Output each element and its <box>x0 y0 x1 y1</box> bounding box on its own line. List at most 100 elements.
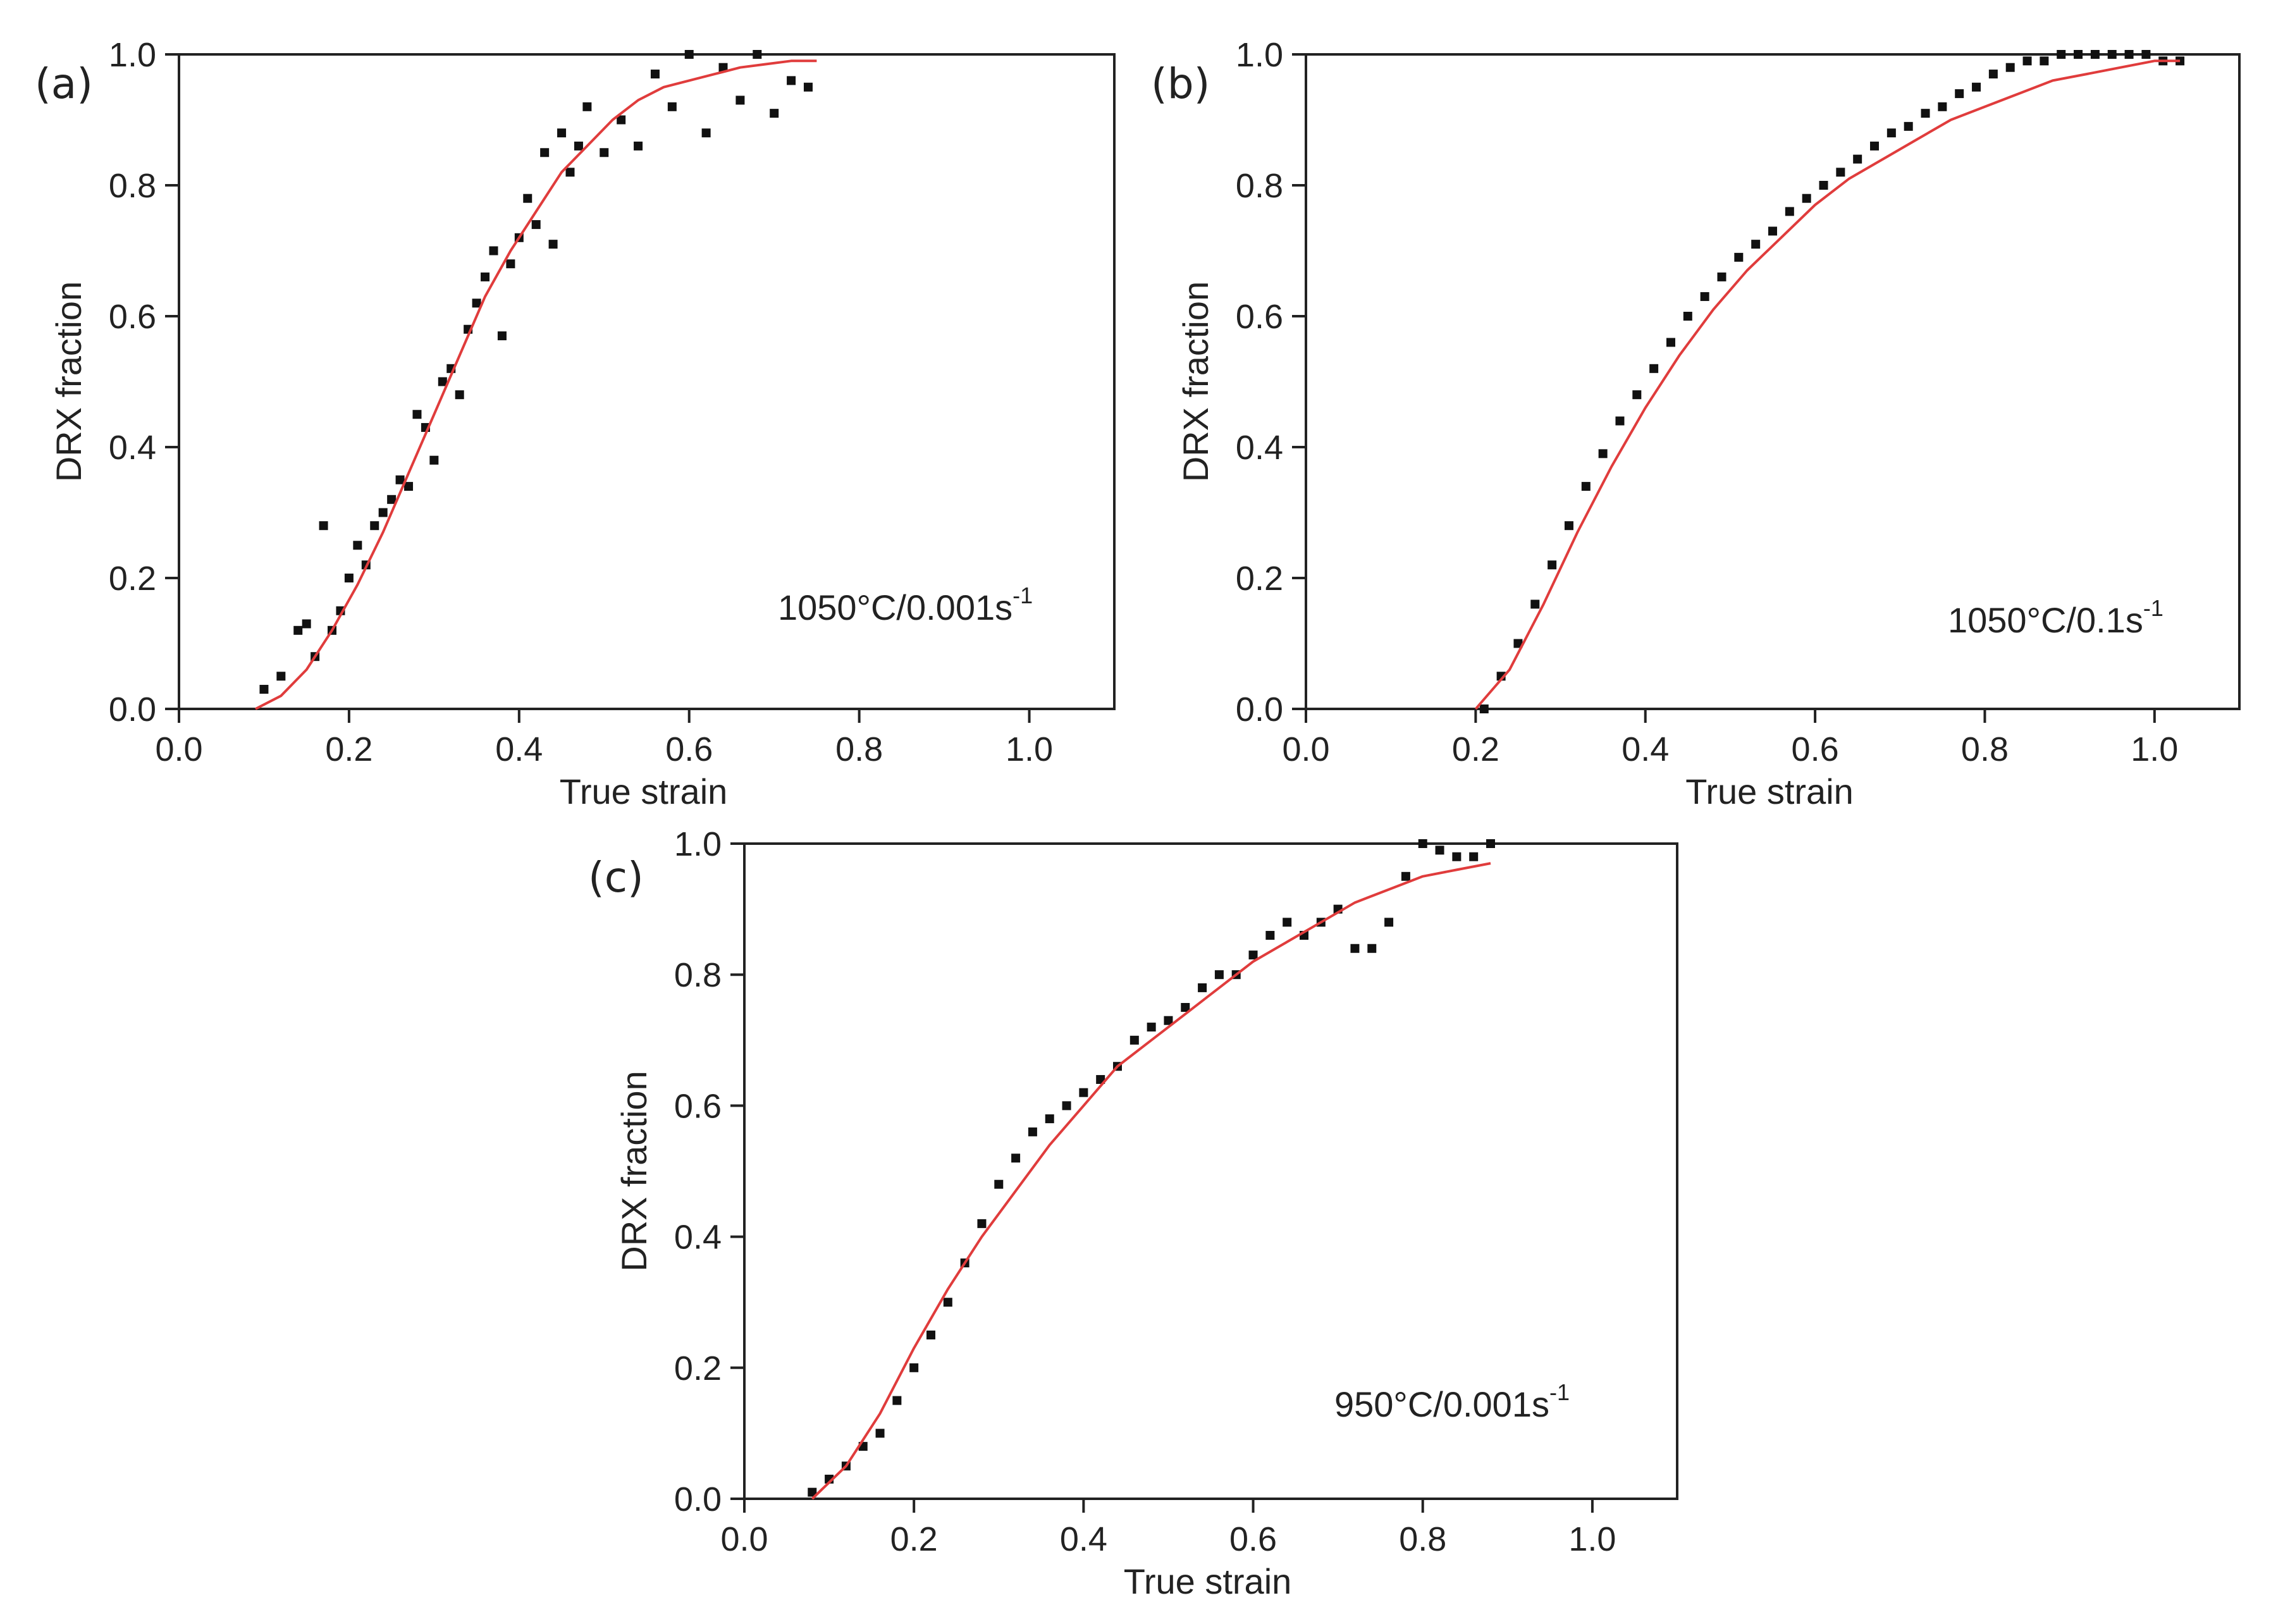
data-point <box>634 141 643 151</box>
plot-frame <box>743 842 1678 1500</box>
condition-annotation: 1050°C/0.001s-1 <box>778 582 1033 627</box>
data-point <box>1548 560 1557 570</box>
chart-panel-2: 0.0 0.2 0.4 0.6 0.8 1.0 0.0 0.2 0.4 0.6 0.8 1.0 True… <box>1151 36 2241 811</box>
x-axis-title: True strain <box>1124 1561 1292 1601</box>
fit-curve <box>811 862 1491 1500</box>
x-tick-label: 0.8 <box>1399 1520 1446 1558</box>
data-point <box>276 672 286 681</box>
data-point <box>1615 416 1625 426</box>
data-point <box>293 625 303 635</box>
data-point <box>2005 63 2015 72</box>
y-tick-label: 0.2 <box>674 1350 722 1387</box>
data-point <box>1717 272 1726 281</box>
plot-frame <box>178 53 1116 710</box>
x-tick-label: 0.0 <box>155 730 202 768</box>
x-axis-title: True strain <box>560 772 728 811</box>
data-point <box>1886 128 1896 138</box>
data-point <box>1452 852 1462 861</box>
x-tick-label: 0.2 <box>325 730 372 768</box>
data-point <box>753 50 762 59</box>
fit-curve <box>255 59 817 710</box>
y-tick-label: 0.8 <box>674 956 722 994</box>
y-tick-label: 0.6 <box>674 1087 722 1125</box>
data-point <box>1700 292 1709 301</box>
data-point <box>1751 240 1761 249</box>
y-tick-label: 0.6 <box>1236 298 1283 336</box>
data-point <box>395 475 405 484</box>
data-point <box>808 1487 817 1497</box>
data-point <box>378 508 388 517</box>
x-tick-label: 0.8 <box>1961 730 2009 768</box>
condition-superscript: -1 <box>1012 582 1033 608</box>
x-tick-label: 1.0 <box>1006 730 1053 768</box>
x-tick-label: 0.2 <box>1452 730 1499 768</box>
data-point <box>1418 839 1427 848</box>
data-point <box>1384 918 1394 927</box>
data-point <box>1198 983 1207 992</box>
data-point <box>1921 109 1930 118</box>
x-tick-label: 1.0 <box>1568 1520 1616 1558</box>
y-tick-label: 0.0 <box>674 1480 722 1518</box>
fit-curve <box>1474 59 2181 710</box>
data-point <box>2141 50 2151 59</box>
data-point <box>2022 56 2032 66</box>
data-point <box>1564 521 1573 531</box>
y-tick-label: 0.2 <box>1236 560 1283 598</box>
data-point <box>994 1179 1004 1189</box>
data-point <box>259 684 269 694</box>
data-point <box>735 95 745 105</box>
data-point <box>353 541 362 550</box>
data-point <box>1904 121 1913 131</box>
x-tick-label: 0.4 <box>1622 730 1669 768</box>
data-point <box>1938 102 1947 111</box>
condition-annotation: 1050°C/0.1s-1 <box>1948 595 2163 640</box>
data-point <box>701 128 711 138</box>
data-point <box>574 141 583 151</box>
x-tick-label: 0.6 <box>665 730 713 768</box>
data-point <box>1972 82 1981 92</box>
data-point <box>1649 364 1659 373</box>
data-point <box>1683 312 1692 321</box>
data-point <box>1469 852 1479 861</box>
condition-text: 950°C/0.001s <box>1334 1384 1549 1424</box>
data-point <box>1479 704 1489 713</box>
x-tick-label: 1.0 <box>2131 730 2178 768</box>
data-point <box>1632 390 1642 400</box>
data-point <box>1785 207 1794 216</box>
data-point <box>1988 70 1998 79</box>
data-point <box>1853 154 1862 164</box>
data-point <box>600 148 609 157</box>
data-point <box>943 1298 952 1307</box>
data-point <box>1265 931 1275 940</box>
data-point <box>1350 944 1360 953</box>
y-tick-label: 0.8 <box>1236 167 1283 205</box>
data-point <box>1666 338 1675 347</box>
data-point <box>1248 950 1258 960</box>
condition-superscript: -1 <box>2143 595 2163 621</box>
data-point <box>582 102 592 111</box>
x-tick-label: 0.4 <box>1060 1520 1107 1558</box>
data-point <box>1401 871 1410 881</box>
x-tick-label: 0.0 <box>1282 730 1329 768</box>
condition-text: 1050°C/0.001s <box>778 587 1012 627</box>
data-point <box>1435 846 1444 855</box>
data-point <box>926 1331 935 1339</box>
condition-superscript: -1 <box>1549 1379 1570 1405</box>
data-point <box>1870 141 1880 151</box>
data-point <box>803 82 813 92</box>
data-point <box>548 240 558 249</box>
plot-frame <box>1305 53 2241 710</box>
data-point <box>540 148 550 157</box>
data-point <box>875 1429 885 1438</box>
data-point <box>557 128 567 138</box>
condition-text: 1050°C/0.1s <box>1948 600 2143 640</box>
data-point <box>531 220 541 230</box>
data-point <box>977 1219 987 1228</box>
y-tick-label: 0.4 <box>109 429 156 467</box>
data-point <box>2107 50 2117 59</box>
data-point <box>1062 1101 1071 1110</box>
data-point <box>770 109 779 118</box>
x-tick-label: 0.6 <box>1792 730 1839 768</box>
panel-label: (b) <box>1151 59 1210 108</box>
